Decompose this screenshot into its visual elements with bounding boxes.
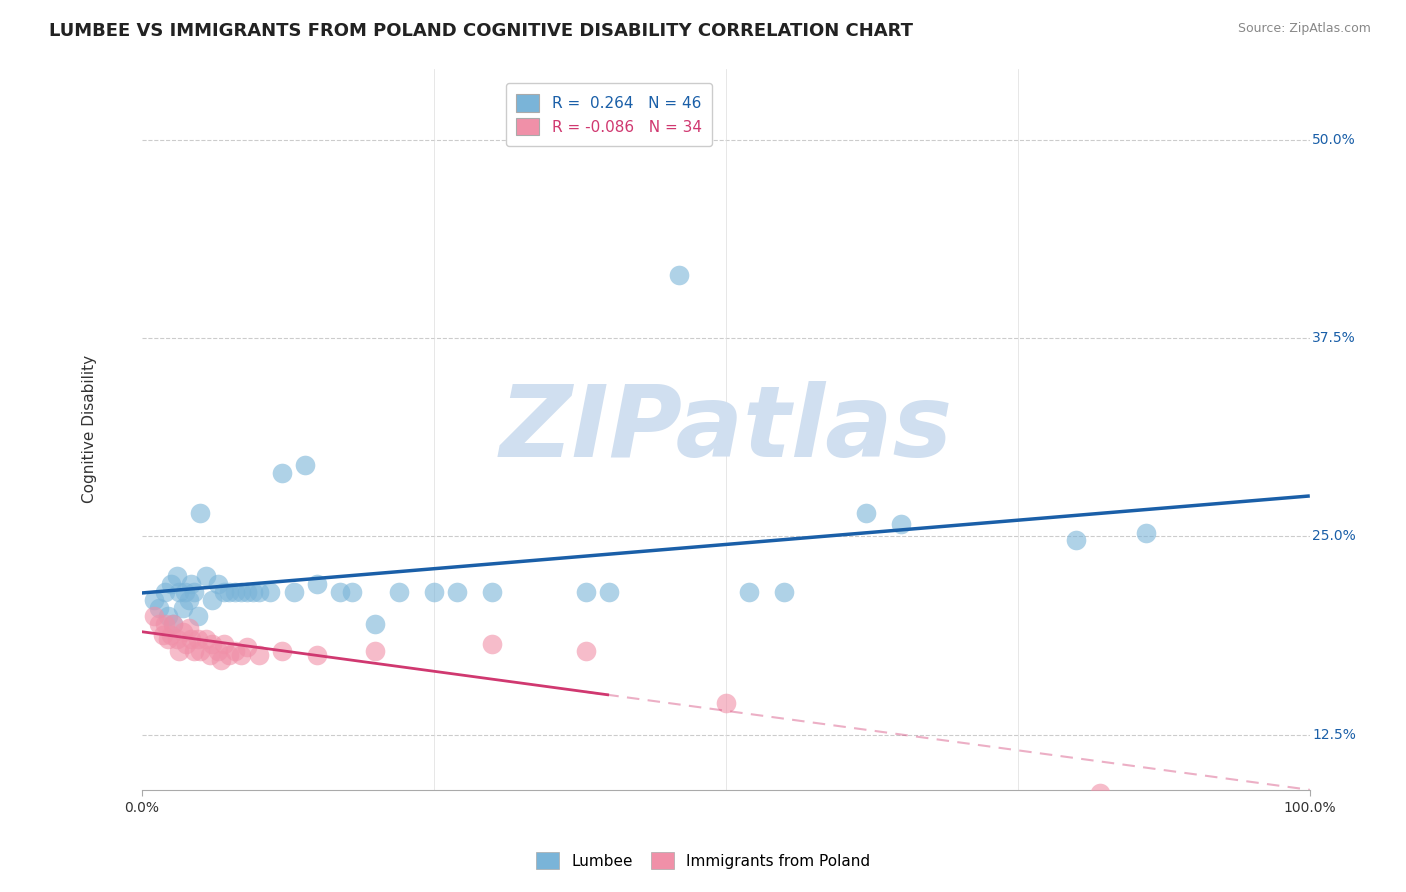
Point [142,608,165,623]
Point [201,637,224,651]
Point [156,632,179,647]
Point [773,585,796,599]
Point [575,643,598,657]
Text: Cognitive Disability: Cognitive Disability [82,355,97,503]
Point [481,585,503,599]
Point [423,585,446,599]
Point [855,506,877,520]
Point [224,585,246,599]
Point [188,643,211,657]
Point [388,585,411,599]
Text: ZIPatlas: ZIPatlas [499,381,952,478]
Point [187,632,209,647]
Point [174,585,197,599]
Point [218,585,240,599]
Point [160,628,183,642]
Legend: Lumbee, Immigrants from Poland: Lumbee, Immigrants from Poland [530,846,876,875]
Point [172,624,194,639]
Text: 37.5%: 37.5% [1312,331,1355,345]
Point [212,585,235,599]
Point [207,643,229,657]
Point [1135,526,1157,541]
Point [236,585,259,599]
Point [364,616,387,631]
Point [481,637,503,651]
Point [180,632,202,647]
Point [283,585,305,599]
Point [183,643,205,657]
Point [198,648,221,663]
Point [177,621,200,635]
Point [229,585,252,599]
Point [172,600,194,615]
Point [247,585,270,599]
Point [153,585,176,599]
Point [148,600,170,615]
Point [201,592,224,607]
Point [668,268,690,282]
Point [174,637,197,651]
Point [160,577,183,591]
Point [188,506,211,520]
Point [195,632,218,647]
Point [207,577,229,591]
Point [259,585,281,599]
Point [305,648,328,663]
Point [180,577,202,591]
Point [236,640,259,655]
Text: 12.5%: 12.5% [1312,728,1355,741]
Point [329,585,352,599]
Point [148,616,170,631]
Point [738,585,761,599]
Point [183,585,205,599]
Point [340,585,363,599]
Point [242,585,264,599]
Point [142,592,165,607]
Point [714,696,737,710]
Point [177,592,200,607]
Point [1064,533,1087,547]
Point [209,653,232,667]
Legend: R =  0.264   N = 46, R = -0.086   N = 34: R = 0.264 N = 46, R = -0.086 N = 34 [506,83,713,146]
Point [229,648,252,663]
Text: LUMBEE VS IMMIGRANTS FROM POLAND COGNITIVE DISABILITY CORRELATION CHART: LUMBEE VS IMMIGRANTS FROM POLAND COGNITI… [49,22,914,40]
Point [152,628,174,642]
Text: Source: ZipAtlas.com: Source: ZipAtlas.com [1237,22,1371,36]
Point [890,516,912,531]
Point [1088,786,1111,800]
Point [294,458,316,472]
Point [166,632,188,647]
Point [218,648,240,663]
Point [271,643,294,657]
Point [247,648,270,663]
Point [364,643,387,657]
Point [195,569,218,583]
Point [446,585,468,599]
Point [167,585,190,599]
Point [162,616,184,631]
Point [167,643,190,657]
Text: 25.0%: 25.0% [1312,529,1355,543]
Text: 50.0%: 50.0% [1312,133,1355,147]
Point [305,577,328,591]
Point [598,585,620,599]
Point [575,585,598,599]
Point [224,643,246,657]
Point [166,569,188,583]
Point [271,466,294,480]
Point [212,637,235,651]
Point [153,616,176,631]
Point [156,608,179,623]
Point [162,616,184,631]
Point [187,608,209,623]
